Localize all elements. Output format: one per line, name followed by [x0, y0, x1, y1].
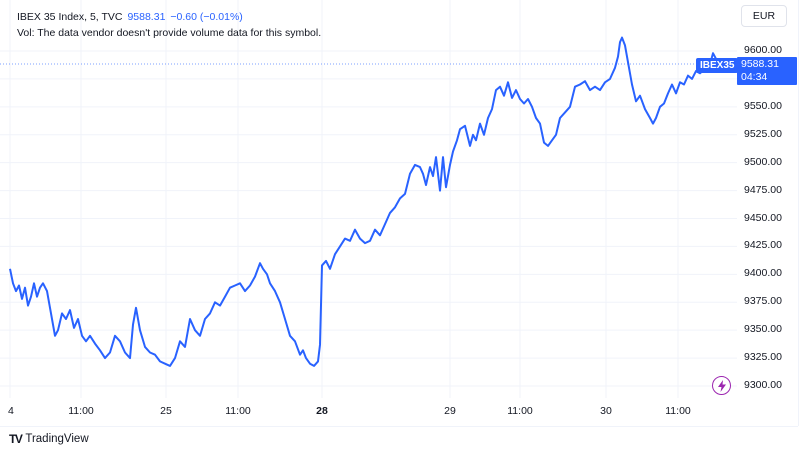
- time-axis-label: 11:00: [225, 405, 251, 417]
- legend-title-row: IBEX 35 Index, 5, TVC 9588.31 −0.60 (−0.01…: [17, 9, 321, 25]
- price-axis-label: 9475.00: [744, 183, 782, 196]
- chart-legend: IBEX 35 Index, 5, TVC 9588.31 −0.60 (−0.01…: [17, 9, 321, 41]
- time-axis-label: 25: [160, 405, 172, 417]
- tradingview-attribution[interactable]: TV TradingView: [9, 432, 89, 446]
- time-axis-label: 4: [8, 405, 14, 417]
- price-axis-label: 9500.00: [744, 155, 782, 168]
- time-axis-label: 11:00: [507, 405, 533, 417]
- tradingview-brand: TradingView: [25, 433, 89, 445]
- time-axis-divider: [0, 426, 798, 427]
- price-axis-label: 9400.00: [744, 267, 782, 280]
- price-axis-label: 9425.00: [744, 239, 782, 252]
- chart-pane[interactable]: IBEX 35 Index, 5, TVC 9588.31 −0.60 (−0.01…: [0, 0, 800, 427]
- bar-countdown: 04:34: [741, 71, 768, 83]
- tradingview-logo-icon: TV: [9, 432, 23, 446]
- legend-change: −0.60 (−0.01%): [170, 11, 243, 23]
- volume-note: Vol: The data vendor doesn't provide vol…: [17, 27, 322, 39]
- price-chart-plot[interactable]: [0, 0, 800, 426]
- last-price-tag: 9588.31 04:34: [737, 57, 797, 85]
- time-axis-label: 29: [444, 405, 456, 417]
- price-axis-label: 9525.00: [744, 127, 782, 140]
- lightning-icon[interactable]: [712, 376, 731, 395]
- last-price-value: 9588.31: [741, 58, 779, 70]
- price-axis-label: 9300.00: [744, 379, 782, 391]
- price-axis-label: 9550.00: [744, 99, 782, 112]
- price-axis-label: 9450.00: [744, 211, 782, 224]
- axis-divider: [798, 0, 799, 426]
- price-axis-label: 9600.00: [744, 44, 782, 56]
- time-axis-label: 28: [316, 405, 328, 417]
- price-axis-label: 9350.00: [744, 323, 782, 336]
- currency-button[interactable]: EUR: [741, 5, 787, 27]
- time-axis-label: 30: [600, 405, 612, 417]
- legend-last-price: 9588.31: [127, 11, 166, 23]
- time-axis-label: 11:00: [68, 405, 94, 417]
- price-line-series[interactable]: [9, 36, 717, 367]
- symbol-price-label: IBEX35: [696, 58, 739, 73]
- price-axis-label: 9325.00: [744, 351, 782, 364]
- time-axis-label: 11:00: [665, 405, 691, 417]
- price-axis-label: 9375.00: [744, 295, 782, 308]
- symbol-title[interactable]: IBEX 35 Index, 5, TVC: [17, 11, 123, 23]
